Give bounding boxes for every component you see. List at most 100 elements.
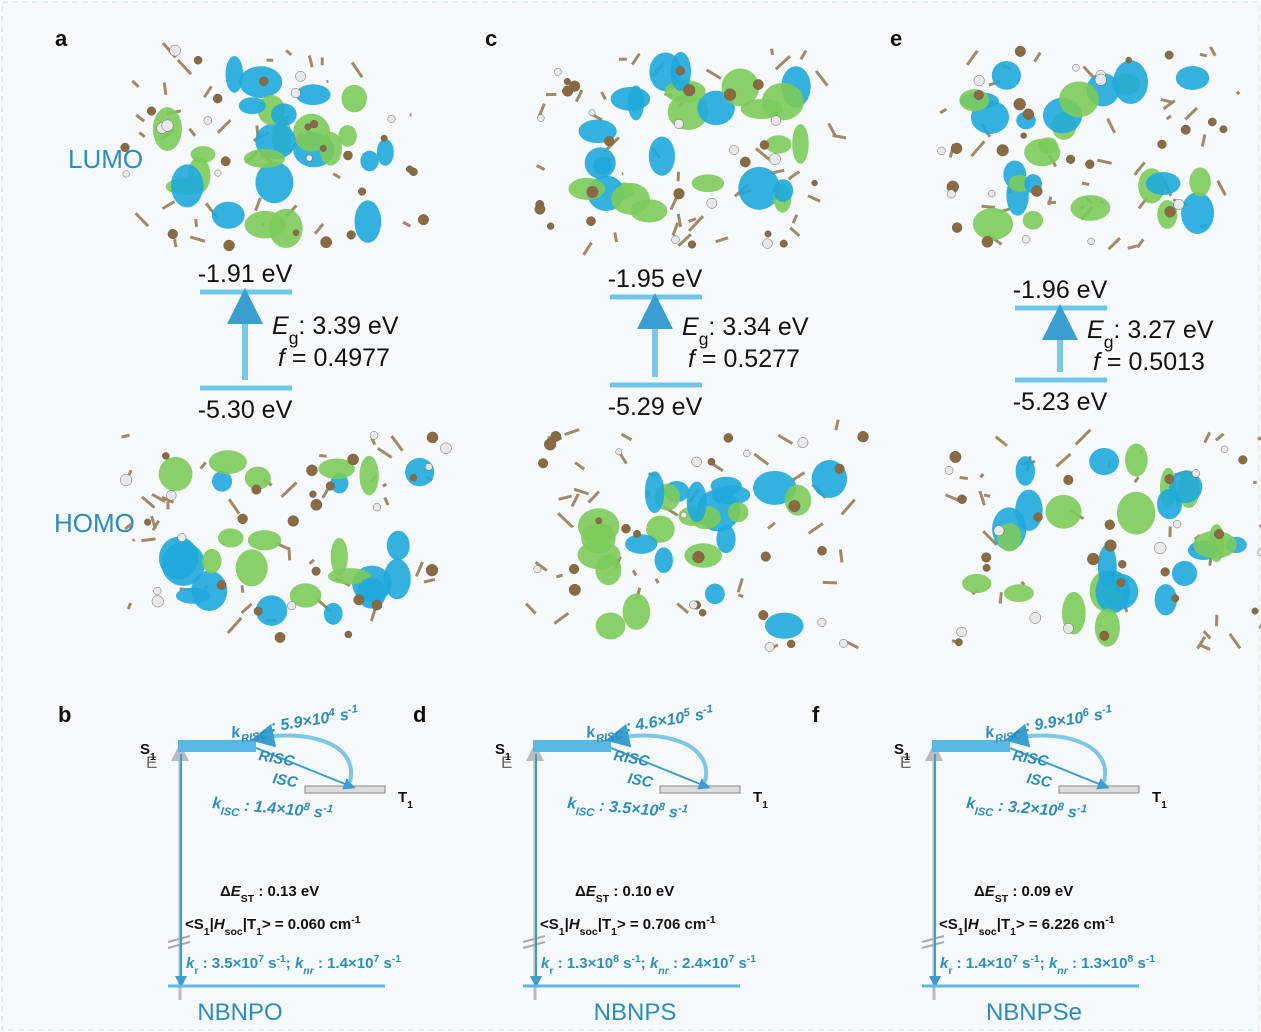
text-part: -1 [351, 914, 360, 926]
lobe [687, 481, 707, 522]
text-part: : 1.4×10 [952, 955, 1012, 972]
atom [729, 145, 738, 154]
bond [678, 214, 680, 227]
atom [1220, 126, 1227, 133]
atom [758, 610, 768, 620]
lobe [341, 85, 367, 113]
atom [547, 223, 554, 230]
atom [535, 204, 545, 214]
atom [1088, 238, 1095, 245]
bond [1082, 183, 1089, 184]
lobe [209, 450, 247, 474]
atom [554, 68, 561, 75]
text-part: ST [241, 893, 255, 905]
text-part: : 0.09 eV [1008, 883, 1073, 900]
t1-level [660, 786, 740, 793]
atom [1021, 133, 1027, 139]
bond [1237, 92, 1240, 94]
text-part: -1 [392, 953, 401, 965]
atom [1192, 469, 1200, 477]
text-part: ISC [575, 806, 596, 820]
atom [604, 136, 614, 146]
text-part: : 3.27 eV [1113, 316, 1213, 344]
text-part: ; [1040, 955, 1049, 972]
text-part: 1 [407, 799, 413, 811]
atom [348, 454, 359, 465]
bond [289, 547, 290, 560]
atom [370, 431, 378, 439]
atom [306, 465, 317, 476]
lobe [1059, 81, 1099, 117]
atom [569, 584, 580, 595]
lobe [611, 87, 651, 111]
atom [633, 530, 640, 537]
lobe [692, 174, 724, 192]
atom [707, 198, 717, 208]
figure: LUMO HOMO a-1.91 eV-5.30 eVEg: 3.39 eVf … [0, 0, 1261, 1032]
text-part: ISC [974, 806, 995, 820]
bond [164, 82, 165, 94]
atom [162, 120, 174, 132]
atom [974, 90, 984, 100]
text-part: |T [997, 916, 1010, 933]
lobe [176, 588, 211, 604]
atom [839, 639, 847, 647]
atom [534, 565, 541, 572]
text-part: : 0.10 eV [609, 883, 674, 900]
text-part: : 1.3×10 [553, 955, 613, 972]
atom [1015, 46, 1026, 57]
lumo-energy: -1.95 eV [608, 265, 703, 293]
lobe [1024, 139, 1060, 167]
text-part: |T [598, 916, 611, 933]
lobe [269, 209, 303, 248]
lobe [360, 456, 379, 496]
text-part: s [619, 955, 632, 972]
atom [780, 240, 787, 247]
atom [1085, 160, 1094, 169]
lobe [762, 83, 804, 120]
bond [656, 579, 658, 584]
lobe [296, 84, 331, 105]
atom [672, 236, 680, 244]
lumo-energy: -1.96 eV [1013, 276, 1108, 304]
atom [835, 464, 845, 474]
lobe [711, 477, 742, 495]
atom [1165, 51, 1173, 59]
atom [693, 551, 705, 563]
lobe [1045, 495, 1081, 529]
bond [772, 49, 773, 55]
atom [938, 147, 946, 155]
text-part: E [682, 313, 699, 341]
lobe [338, 125, 356, 147]
text-part: 1 [904, 751, 910, 763]
atom [1221, 446, 1228, 453]
atom [1105, 520, 1115, 530]
t1-level [305, 786, 385, 793]
atom [1161, 567, 1170, 576]
bond [1253, 482, 1257, 483]
bond [1000, 592, 1001, 603]
atom [254, 607, 263, 616]
lobe [202, 549, 221, 574]
text-part: > = 0.706 cm [617, 916, 706, 933]
lumo-energy: -1.91 eV [198, 260, 293, 288]
atom [674, 119, 683, 128]
atom [1014, 98, 1026, 110]
text-part: S [894, 741, 904, 758]
panel-letter: d [413, 702, 426, 727]
atom [217, 580, 226, 589]
atom [586, 217, 595, 226]
atom [345, 631, 352, 638]
text-part: -1 [347, 703, 359, 716]
lobe [1113, 60, 1148, 104]
text-part: E [272, 312, 289, 340]
atom [288, 516, 299, 527]
lobe [992, 61, 1021, 90]
atom [178, 533, 186, 541]
atom [152, 596, 164, 608]
lobe [1172, 561, 1197, 586]
lobe [773, 179, 793, 202]
lobe [962, 574, 991, 593]
bond [121, 435, 129, 437]
atom [1126, 57, 1132, 63]
